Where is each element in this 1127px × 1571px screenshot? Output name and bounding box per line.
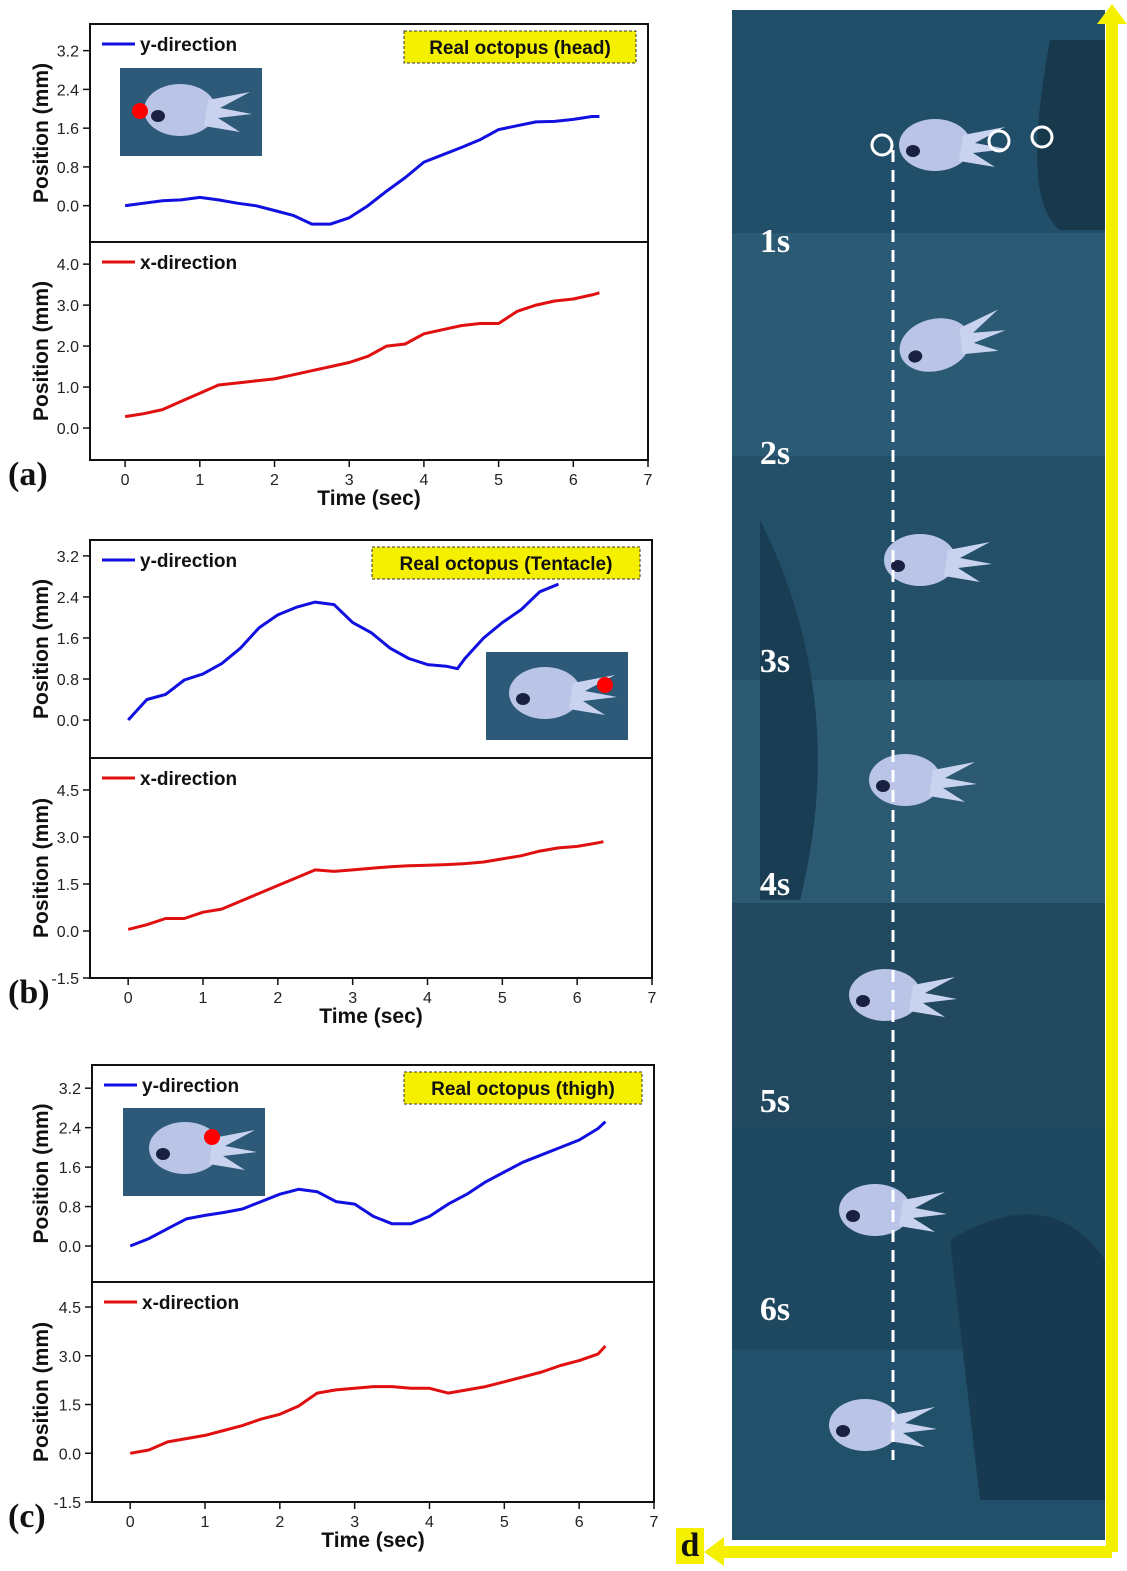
x-tick-label: 0 bbox=[126, 1514, 135, 1531]
y-tick-label: 0.0 bbox=[57, 924, 79, 941]
y-tick-label: 3.0 bbox=[59, 1349, 81, 1366]
x-tick-label: 2 bbox=[273, 990, 282, 1007]
y-tick-label: 0.8 bbox=[57, 160, 79, 177]
y-tick-label: 0.0 bbox=[57, 421, 79, 438]
y-axis-label: Position (mm) bbox=[30, 63, 53, 203]
y-axis-label: Position (mm) bbox=[30, 1104, 53, 1244]
x-axis-label: Time (sec) bbox=[317, 487, 421, 510]
time-label: 4s bbox=[760, 866, 790, 903]
x-tick-label: 1 bbox=[195, 472, 204, 489]
x-tick-label: 4 bbox=[423, 990, 432, 1007]
y-tick-label: -1.5 bbox=[51, 971, 79, 988]
panel-label: d bbox=[681, 1527, 700, 1564]
x-tick-label: 7 bbox=[650, 1514, 659, 1531]
annotation: Real octopus (thigh) bbox=[431, 1079, 615, 1100]
x-axis-label: Time (sec) bbox=[319, 1005, 423, 1028]
annotation: Real octopus (head) bbox=[429, 38, 611, 59]
legend-label: x-direction bbox=[140, 769, 237, 790]
plot-frame bbox=[90, 242, 648, 460]
x-tick-label: 6 bbox=[573, 990, 582, 1007]
inset-photo bbox=[486, 652, 628, 740]
y-tick-label: 0.0 bbox=[57, 199, 79, 216]
legend-label: y-direction bbox=[140, 35, 237, 56]
y-tick-label: 4.5 bbox=[57, 783, 79, 800]
figure: d 1s2s3s4s5s6s0.00.81.62.43.2Position (m… bbox=[0, 0, 1127, 1566]
y-tick-label: 1.5 bbox=[59, 1398, 81, 1415]
x-tick-label: 6 bbox=[569, 472, 578, 489]
y-tick-label: 1.6 bbox=[59, 1160, 81, 1177]
data-line bbox=[130, 1346, 605, 1453]
y-tick-label: 1.6 bbox=[57, 631, 79, 648]
y-axis-label: Position (mm) bbox=[30, 281, 53, 421]
photo-strip bbox=[676, 4, 1127, 1566]
y-tick-label: 3.2 bbox=[57, 44, 79, 61]
y-tick-label: 1.6 bbox=[57, 121, 79, 138]
panel-label: (b) bbox=[8, 974, 50, 1011]
x-tick-label: 7 bbox=[648, 990, 657, 1007]
y-tick-label: 3.2 bbox=[57, 549, 79, 566]
y-tick-label: 3.2 bbox=[59, 1081, 81, 1098]
x-tick-label: 6 bbox=[575, 1514, 584, 1531]
y-tick-label: 2.4 bbox=[57, 590, 79, 607]
y-tick-label: 3.0 bbox=[57, 830, 79, 847]
x-tick-label: 4 bbox=[419, 472, 428, 489]
plot-frame bbox=[92, 1282, 654, 1502]
annotation: Real octopus (Tentacle) bbox=[400, 554, 613, 575]
x-tick-label: 0 bbox=[124, 990, 133, 1007]
y-tick-label: 0.0 bbox=[57, 713, 79, 730]
y-tick-label: 4.5 bbox=[59, 1300, 81, 1317]
x-tick-label: 5 bbox=[498, 990, 507, 1007]
y-axis-label: Position (mm) bbox=[30, 798, 53, 938]
y-tick-label: 0.0 bbox=[59, 1446, 81, 1463]
time-label: 1s bbox=[760, 223, 790, 260]
legend-label: y-direction bbox=[142, 1076, 239, 1097]
data-line bbox=[125, 293, 599, 417]
time-label: 2s bbox=[760, 435, 790, 472]
y-tick-label: 1.5 bbox=[57, 877, 79, 894]
x-tick-label: 1 bbox=[199, 990, 208, 1007]
y-axis-label: Position (mm) bbox=[30, 579, 53, 719]
y-tick-label: 2.4 bbox=[57, 82, 79, 99]
y-tick-label: -1.5 bbox=[53, 1495, 81, 1512]
x-tick-label: 7 bbox=[644, 472, 653, 489]
legend-label: x-direction bbox=[140, 253, 237, 274]
x-tick-label: 5 bbox=[500, 1514, 509, 1531]
time-label: 5s bbox=[760, 1083, 790, 1120]
y-tick-label: 1.0 bbox=[57, 380, 79, 397]
x-tick-label: 4 bbox=[425, 1514, 434, 1531]
y-tick-label: 0.8 bbox=[57, 672, 79, 689]
time-label: 6s bbox=[760, 1291, 790, 1328]
legend-label: y-direction bbox=[140, 551, 237, 572]
x-tick-label: 2 bbox=[275, 1514, 284, 1531]
y-tick-label: 3.0 bbox=[57, 298, 79, 315]
y-tick-label: 0.0 bbox=[59, 1239, 81, 1256]
y-axis-label: Position (mm) bbox=[30, 1322, 53, 1462]
x-tick-label: 0 bbox=[121, 472, 130, 489]
inset-photo bbox=[123, 1108, 265, 1196]
panel-label: (c) bbox=[8, 1498, 46, 1535]
time-label: 3s bbox=[760, 643, 790, 680]
x-axis-label: Time (sec) bbox=[321, 1529, 425, 1552]
x-tick-label: 1 bbox=[201, 1514, 210, 1531]
data-line bbox=[128, 842, 603, 930]
y-tick-label: 0.8 bbox=[59, 1200, 81, 1217]
y-tick-label: 2.4 bbox=[59, 1121, 81, 1138]
legend-label: x-direction bbox=[142, 1293, 239, 1314]
x-tick-label: 5 bbox=[494, 472, 503, 489]
y-tick-label: 4.0 bbox=[57, 257, 79, 274]
inset-photo bbox=[120, 68, 262, 156]
x-tick-label: 2 bbox=[270, 472, 279, 489]
y-tick-label: 2.0 bbox=[57, 339, 79, 356]
panel-label: (a) bbox=[8, 456, 48, 493]
